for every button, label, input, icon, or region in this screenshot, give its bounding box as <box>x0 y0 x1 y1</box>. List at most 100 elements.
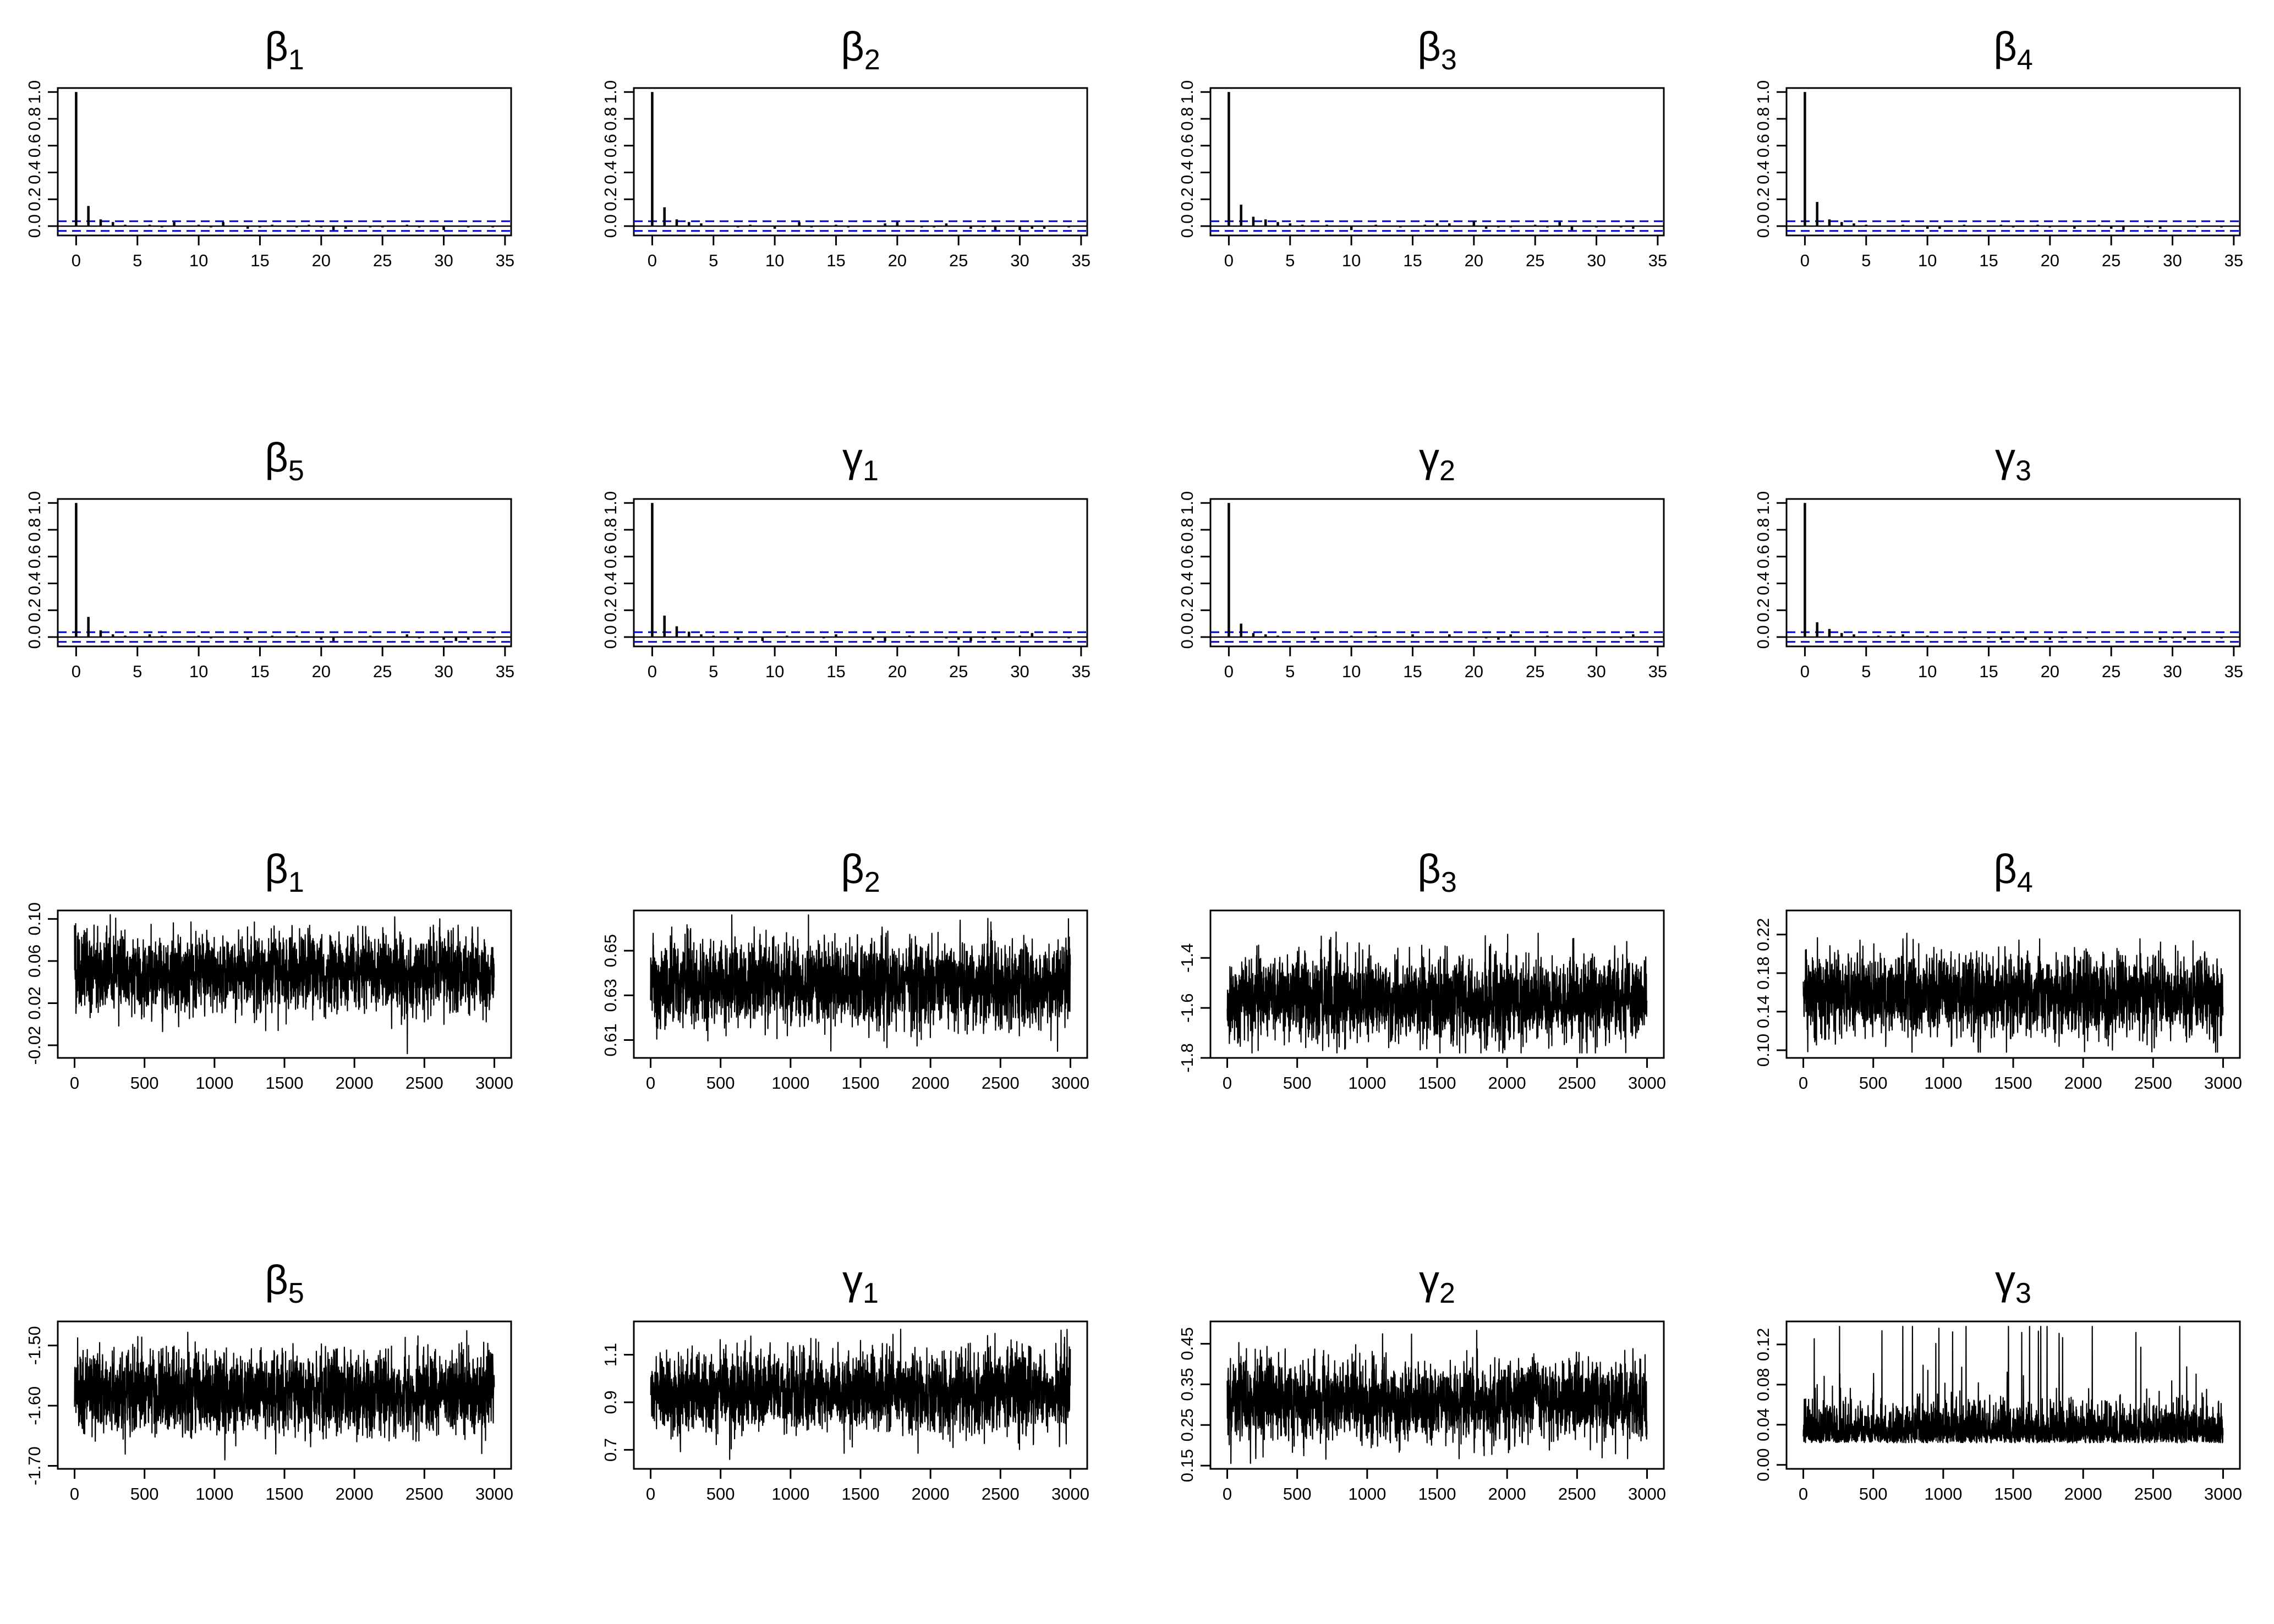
chart-panel-trace-β4: β4 0 500 1000 1500 2000 2500 3000 0.22 0.18 0.14 0.… <box>1754 846 2242 1093</box>
chart-title: β5 <box>265 1257 304 1309</box>
chart-panel-acf-γ3: γ30 5 10 15 20 25 30 351.00.80.60.40.20.0 <box>1754 435 2243 681</box>
trace-line <box>650 1329 1071 1460</box>
plot-frame <box>633 498 1088 648</box>
chart-title-subscript: 2 <box>864 866 880 898</box>
chart-panel-trace-γ2: γ2 0 500 1000 1500 2000 2500 3000 0.45 0.35 0.25 0.… <box>1177 1257 1666 1504</box>
chart-title-subscript: 1 <box>288 44 304 76</box>
x-tick-label: 1500 <box>1994 1073 2032 1093</box>
x-tick-label: 1000 <box>195 1484 233 1504</box>
chart-title: β3 <box>1417 24 1457 76</box>
chart-title-symbol: β <box>265 435 288 480</box>
chart-panel-trace-β1: β1 0 500 1000 1500 2000 2500 3000 0.10 0.06 0.02 -0… <box>25 846 513 1093</box>
trace-line <box>1226 1330 1648 1464</box>
x-tick-label: 2500 <box>2134 1484 2172 1504</box>
y-tick-label: 0.6 <box>1754 545 1773 568</box>
x-tick-label: 5 <box>133 662 142 681</box>
chart-title-symbol: β <box>841 24 864 69</box>
chart-title: β3 <box>1417 846 1457 898</box>
x-tick-label: 0 <box>1223 1484 1232 1504</box>
x-tick-label: 0 <box>1800 662 1810 681</box>
y-tick-label: 1.0 <box>25 80 44 104</box>
plot-frame <box>1209 498 1665 648</box>
y-tick-label: 0.02 <box>25 986 44 1019</box>
x-tick-label: 20 <box>2041 662 2059 681</box>
chart-title: γ2 <box>1419 435 1455 487</box>
chart-title-symbol: β <box>1417 846 1441 892</box>
chart-title: β2 <box>841 846 880 898</box>
y-tick-label: 0.00 <box>1754 1449 1773 1482</box>
x-tick-label: 30 <box>1587 251 1606 270</box>
y-tick-label: 1.1 <box>601 1343 620 1367</box>
y-tick-label: 1.0 <box>601 491 620 515</box>
y-tick-label: 0.2 <box>25 188 44 211</box>
chart-title-subscript: 4 <box>2017 866 2033 898</box>
x-tick-label: 35 <box>1072 662 1091 681</box>
chart-panel-acf-γ1: γ10 5 10 15 20 25 30 351.00.80.60.40.20.0 <box>601 435 1091 681</box>
x-tick-label: 5 <box>709 251 718 270</box>
y-tick-label: 0.0 <box>25 214 44 238</box>
x-tick-label: 35 <box>1072 251 1091 270</box>
y-tick-label: 0.8 <box>1754 518 1773 541</box>
x-tick-label: 10 <box>765 251 784 270</box>
y-tick-label: 0.35 <box>1177 1368 1197 1401</box>
chart-title: γ3 <box>1995 435 2031 487</box>
x-tick-label: 30 <box>434 662 453 681</box>
x-tick-label: 0 <box>1799 1073 1808 1093</box>
chart-title-subscript: 2 <box>1439 455 1455 487</box>
x-tick-label: 0 <box>646 1484 655 1504</box>
y-tick-label: 0.2 <box>601 599 620 622</box>
trace-line <box>74 1330 495 1461</box>
x-tick-label: 2000 <box>2064 1073 2102 1093</box>
x-tick-label: 1500 <box>1418 1484 1456 1504</box>
x-tick-label: 10 <box>189 662 208 681</box>
x-tick-label: 20 <box>312 662 331 681</box>
y-tick-label: 0.6 <box>601 134 620 157</box>
chart-title-subscript: 1 <box>863 1277 879 1309</box>
x-tick-label: 3000 <box>1051 1484 1089 1504</box>
chart-panel-trace-γ1: γ1 0 500 1000 1500 2000 2500 3000 1.1 0.9 0.7 <box>601 1257 1089 1504</box>
y-tick-label: 0.0 <box>1177 625 1197 649</box>
y-tick-label: 0.18 <box>1754 957 1773 990</box>
x-tick-label: 1500 <box>1994 1484 2032 1504</box>
x-tick-label: 3000 <box>1628 1073 1666 1093</box>
y-tick-label: 0.2 <box>1754 188 1773 211</box>
chart-panel-trace-γ3: γ3 0 500 1000 1500 2000 2500 3000 0.12 0.08 0.04 0.… <box>1754 1257 2242 1504</box>
x-tick-label: 0 <box>648 662 657 681</box>
y-tick-label: 0.8 <box>1177 107 1197 130</box>
plot-frame <box>57 87 512 237</box>
x-tick-label: 1000 <box>1924 1073 1962 1093</box>
x-tick-label: 2500 <box>406 1073 443 1093</box>
x-tick-label: 2500 <box>982 1484 1020 1504</box>
chart-title: γ2 <box>1419 1257 1455 1309</box>
chart-panel-trace-β5: β5 0 500 1000 1500 2000 2500 3000 -1.50 -1.60 -1.7… <box>25 1257 513 1504</box>
chart-title: γ3 <box>1995 1257 2031 1309</box>
y-tick-label: -1.8 <box>1177 1043 1197 1072</box>
x-tick-label: 1500 <box>266 1484 304 1504</box>
x-tick-label: 2500 <box>1558 1073 1596 1093</box>
x-tick-label: 20 <box>2041 251 2059 270</box>
x-tick-label: 500 <box>1283 1484 1312 1504</box>
y-tick-label: -1.60 <box>25 1386 44 1425</box>
chart-title-symbol: γ <box>1419 1257 1439 1303</box>
x-tick-label: 10 <box>1918 662 1937 681</box>
x-tick-label: 35 <box>2224 662 2243 681</box>
y-tick-label: 0.6 <box>1177 545 1197 568</box>
y-tick-label: 0.15 <box>1177 1449 1197 1482</box>
x-tick-label: 500 <box>1859 1073 1888 1093</box>
chart-title-subscript: 2 <box>1439 1277 1455 1309</box>
x-tick-label: 10 <box>765 662 784 681</box>
x-tick-label: 15 <box>1979 251 1998 270</box>
x-tick-label: 25 <box>2102 251 2120 270</box>
y-tick-label: 0.8 <box>25 518 44 541</box>
y-tick-label: 0.8 <box>1754 107 1773 130</box>
chart-panel-trace-β2: β2 0 500 1000 1500 2000 2500 3000 0.65 0.63 0.61 <box>601 846 1089 1093</box>
x-tick-label: 0 <box>646 1073 655 1093</box>
chart-title: β2 <box>841 24 880 76</box>
x-tick-label: 1000 <box>771 1073 809 1093</box>
x-tick-label: 15 <box>250 662 269 681</box>
x-tick-label: 1500 <box>266 1073 304 1093</box>
y-tick-label: 0.04 <box>1754 1408 1773 1441</box>
x-tick-label: 3000 <box>2204 1073 2242 1093</box>
x-tick-label: 2500 <box>1558 1484 1596 1504</box>
